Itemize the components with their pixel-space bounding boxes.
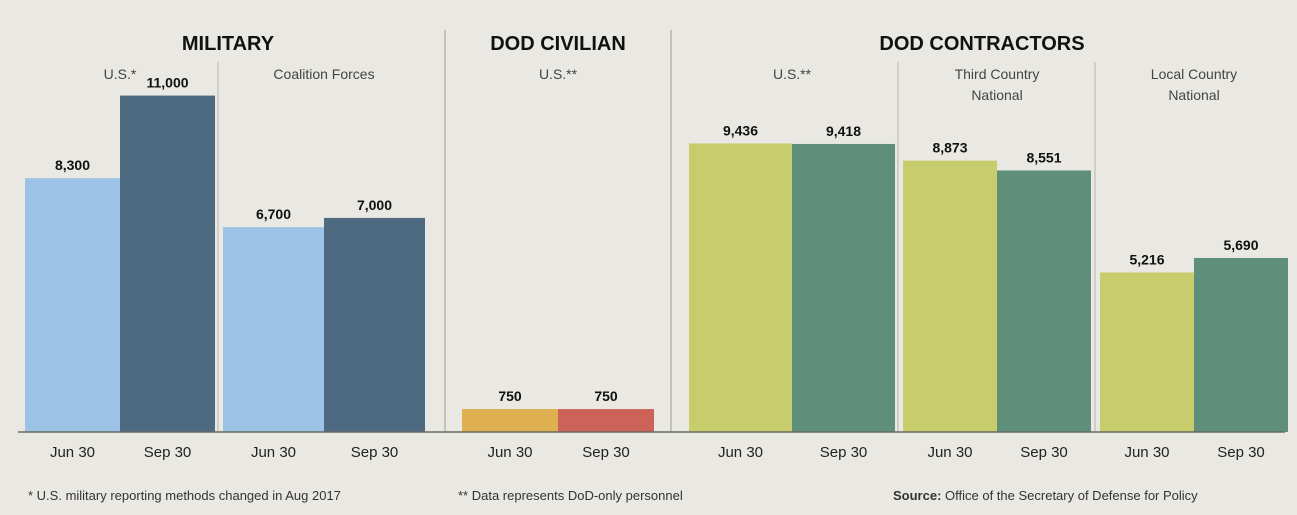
- x-tick-label-group3-1: Jun 30: [487, 444, 532, 461]
- x-tick-label-group5-2: Sep 30: [1020, 444, 1068, 461]
- footnote-dod: ** Data represents DoD-only personnel: [458, 488, 683, 503]
- source-text: Office of the Secretary of Defense for P…: [941, 488, 1198, 503]
- x-tick-label-group6-1: Jun 30: [1124, 444, 1169, 461]
- bar-group2-1: [223, 227, 324, 432]
- bar-group1-1: [25, 178, 120, 432]
- x-tick-label-group2-1: Jun 30: [251, 444, 296, 461]
- value-label-group5-1: 8,873: [932, 140, 967, 156]
- source-note: Source: Office of the Secretary of Defen…: [893, 488, 1198, 503]
- value-label-group5-2: 8,551: [1026, 149, 1061, 165]
- value-label-group4-2: 9,418: [826, 123, 861, 139]
- value-label-group6-1: 5,216: [1129, 251, 1164, 267]
- group-label-5-line-2: National: [971, 87, 1022, 103]
- group-label-5-line-1: Third Country: [955, 66, 1040, 82]
- section-title-2: DOD CIVILIAN: [490, 33, 626, 55]
- value-label-group2-1: 6,700: [256, 206, 291, 222]
- x-tick-label-group6-2: Sep 30: [1217, 444, 1265, 461]
- value-label-group1-1: 8,300: [55, 157, 90, 173]
- bar-group2-2: [324, 217, 425, 432]
- bar-group4-1: [689, 143, 792, 433]
- source-label: Source:: [893, 488, 942, 503]
- x-tick-label-group1-1: Jun 30: [50, 444, 95, 461]
- bar-group5-2: [997, 170, 1091, 432]
- group-label-6-line-1: Local Country: [1151, 66, 1237, 82]
- bar-group6-1: [1100, 272, 1194, 432]
- value-label-group2-2: 7,000: [357, 197, 392, 213]
- value-label-group3-2: 750: [594, 388, 618, 404]
- value-label-group3-1: 750: [498, 388, 522, 404]
- x-tick-label-group3-2: Sep 30: [582, 444, 630, 461]
- x-tick-label-group5-1: Jun 30: [927, 444, 972, 461]
- group-label-4: U.S.**: [773, 66, 812, 82]
- x-tick-label-group4-1: Jun 30: [718, 444, 763, 461]
- bar-group5-1: [903, 160, 997, 432]
- section-title-1: MILITARY: [182, 33, 275, 55]
- value-label-group1-2: 11,000: [146, 75, 188, 91]
- x-tick-label-group1-2: Sep 30: [144, 444, 192, 461]
- x-tick-label-group4-2: Sep 30: [820, 444, 868, 461]
- bar-group6-2: [1194, 257, 1288, 432]
- group-label-2: Coalition Forces: [273, 66, 374, 82]
- section-title-3: DOD CONTRACTORS: [879, 33, 1084, 55]
- bar-group4-2: [792, 143, 895, 432]
- group-label-1: U.S.*: [104, 66, 137, 82]
- footnote-military: * U.S. military reporting methods change…: [28, 488, 341, 503]
- x-tick-label-group2-2: Sep 30: [351, 444, 399, 461]
- value-label-group6-2: 5,690: [1223, 237, 1258, 253]
- value-label-group4-1: 9,436: [723, 122, 758, 138]
- group-label-6-line-2: National: [1168, 87, 1219, 103]
- group-label-3: U.S.**: [539, 66, 578, 82]
- bar-group1-2: [120, 95, 215, 432]
- bar-group3-1: [462, 409, 558, 432]
- bar-group3-2: [558, 409, 654, 432]
